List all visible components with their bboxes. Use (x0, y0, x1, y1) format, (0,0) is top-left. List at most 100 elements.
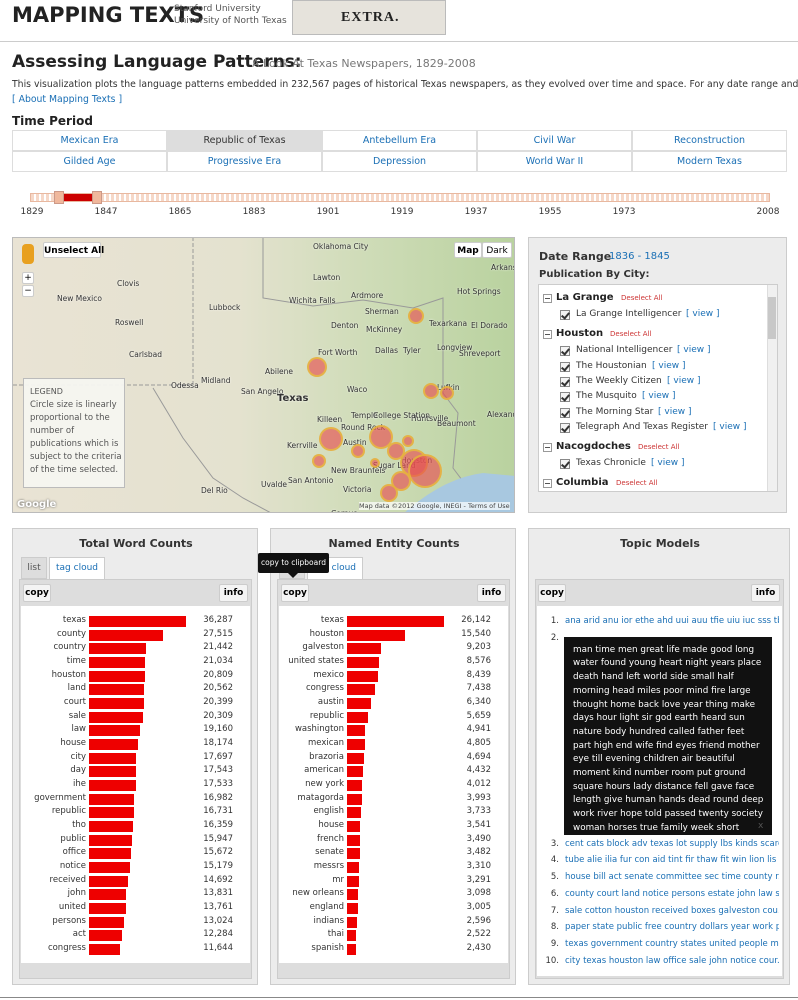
era-button[interactable]: World War II (477, 151, 632, 172)
topic-words[interactable]: county court land notice persons estate … (565, 888, 779, 899)
publication-circle[interactable] (351, 444, 365, 458)
era-button[interactable]: Gilded Age (12, 151, 167, 172)
collapse-box[interactable] (543, 330, 552, 340)
era-button[interactable]: Reconstruction (632, 130, 787, 151)
zoom-in[interactable]: + (22, 272, 34, 284)
map-label: Huntsville (411, 414, 449, 423)
era-button[interactable]: Modern Texas (632, 151, 787, 172)
count-bar (89, 780, 136, 792)
checkbox[interactable] (560, 459, 570, 470)
row-count: 19,160 (203, 724, 233, 735)
topic-words[interactable]: city texas houston law office sale john … (565, 955, 779, 966)
publication-circle[interactable] (408, 308, 424, 324)
deselect-link[interactable]: Deselect All (621, 294, 663, 302)
publication-circle[interactable] (402, 435, 414, 447)
topic-words[interactable]: house bill act senate committee sec time… (565, 872, 779, 883)
collapse-box[interactable] (543, 479, 552, 489)
collapse-box[interactable] (543, 443, 552, 453)
paper-name: The Morning Star (576, 406, 654, 417)
era-button[interactable]: Antebellum Era (322, 130, 477, 151)
topic-words[interactable]: cent cats block adv texas lot supply lbs… (565, 838, 779, 849)
era-button[interactable]: Depression (322, 151, 477, 172)
view-link[interactable]: [ view ] (658, 406, 692, 417)
copy-button[interactable]: copy (23, 584, 51, 602)
topic-words[interactable]: texas government country states united p… (565, 938, 779, 949)
count-bar (347, 862, 360, 874)
info-button[interactable]: info (477, 584, 506, 602)
view-link[interactable]: [ view ] (652, 360, 686, 371)
publication-list: La Grange Deselect All La Grange Intellige… (538, 284, 778, 492)
map-button[interactable]: Dark (482, 242, 512, 258)
topic-words[interactable]: ana arid anu ior ethe ahd uui auu tfie u… (565, 616, 779, 626)
tab[interactable]: list (21, 557, 47, 579)
info-button[interactable]: info (219, 584, 248, 602)
publication-circle[interactable] (319, 427, 343, 451)
checkbox[interactable] (560, 392, 570, 403)
checkbox[interactable] (560, 346, 570, 357)
copy-button[interactable]: copy (538, 584, 566, 602)
map-label: Roswell (115, 318, 144, 327)
slider-handle[interactable] (54, 191, 64, 204)
row-word: english (313, 806, 344, 817)
about-link[interactable]: [ About Mapping Texts ] (12, 94, 123, 105)
view-link[interactable]: [ view ] (642, 391, 676, 402)
checkbox[interactable] (560, 422, 570, 433)
checkbox[interactable] (560, 376, 570, 387)
publication-circle[interactable] (391, 471, 411, 491)
publication-circle[interactable] (380, 484, 398, 502)
map[interactable]: Oklahoma City Lawton Ardmore Wichita Falls D… (12, 237, 515, 513)
publication-circle[interactable] (370, 458, 380, 468)
unselect-button[interactable]: Unselect All (43, 242, 104, 258)
scrollbar[interactable] (767, 285, 777, 491)
map-button[interactable]: Map (454, 242, 482, 258)
zoom-out[interactable]: − (22, 285, 34, 297)
tab[interactable]: tag cloud (49, 557, 105, 580)
topic-words[interactable]: paper state public free country dollars … (565, 922, 779, 933)
publication-circle[interactable] (408, 454, 442, 488)
map-label: Ardmore (351, 291, 384, 300)
copy-button[interactable]: copy (281, 584, 309, 602)
map-label: Sugar Land (373, 461, 416, 470)
era-button[interactable]: Progressive Era (167, 151, 322, 172)
collapse-line (545, 483, 550, 485)
count-bar (347, 752, 365, 764)
publication-circle[interactable] (440, 386, 454, 400)
topic-words[interactable]: sale cotton houston received boxes galve… (565, 905, 779, 916)
count-bar (89, 930, 122, 942)
view-link[interactable]: [ view ] (667, 375, 701, 386)
scroll-thumb[interactable] (768, 297, 776, 339)
publication-circle[interactable] (423, 383, 439, 399)
deselect-link[interactable]: Deselect All (638, 443, 680, 452)
footer-rule (0, 997, 798, 998)
publication-circle[interactable] (307, 357, 327, 377)
topic-words[interactable]: tube alie ilia fur con aid tint fir thaw… (565, 855, 779, 866)
row-word: received (49, 874, 86, 885)
publication-circle[interactable] (369, 425, 393, 449)
logo: MAPPING TEXTS (12, 3, 205, 27)
info-button[interactable]: info (751, 584, 780, 602)
view-link[interactable]: [ view ] (713, 421, 747, 432)
checkbox[interactable] (560, 310, 570, 320)
checkbox[interactable] (560, 407, 570, 418)
deselect-link[interactable]: Deselect All (610, 330, 652, 339)
slider-track[interactable] (30, 193, 770, 202)
deselect-link[interactable]: Deselect All (616, 479, 658, 488)
map-label: Clovis (117, 279, 140, 288)
view-link[interactable]: [ view ] (677, 345, 711, 356)
slider-handle[interactable] (92, 191, 102, 204)
publication-circle[interactable] (387, 442, 405, 460)
count-bar (89, 616, 186, 627)
view-link[interactable]: [ view ] (686, 309, 720, 319)
row-count: 3,993 (466, 792, 491, 803)
checkbox[interactable] (560, 361, 570, 372)
era-button[interactable]: Civil War (477, 130, 632, 151)
view-link[interactable]: [ view ] (651, 458, 685, 469)
era-button[interactable]: Mexican Era (12, 130, 167, 151)
pegman[interactable] (22, 244, 34, 264)
era-button[interactable]: Republic of Texas (167, 130, 322, 151)
collapse-box[interactable] (543, 294, 552, 303)
close-button[interactable]: x (758, 820, 764, 831)
publication-circle[interactable] (312, 454, 326, 468)
row-word: texas (320, 615, 344, 625)
row-count: 13,761 (203, 902, 233, 913)
